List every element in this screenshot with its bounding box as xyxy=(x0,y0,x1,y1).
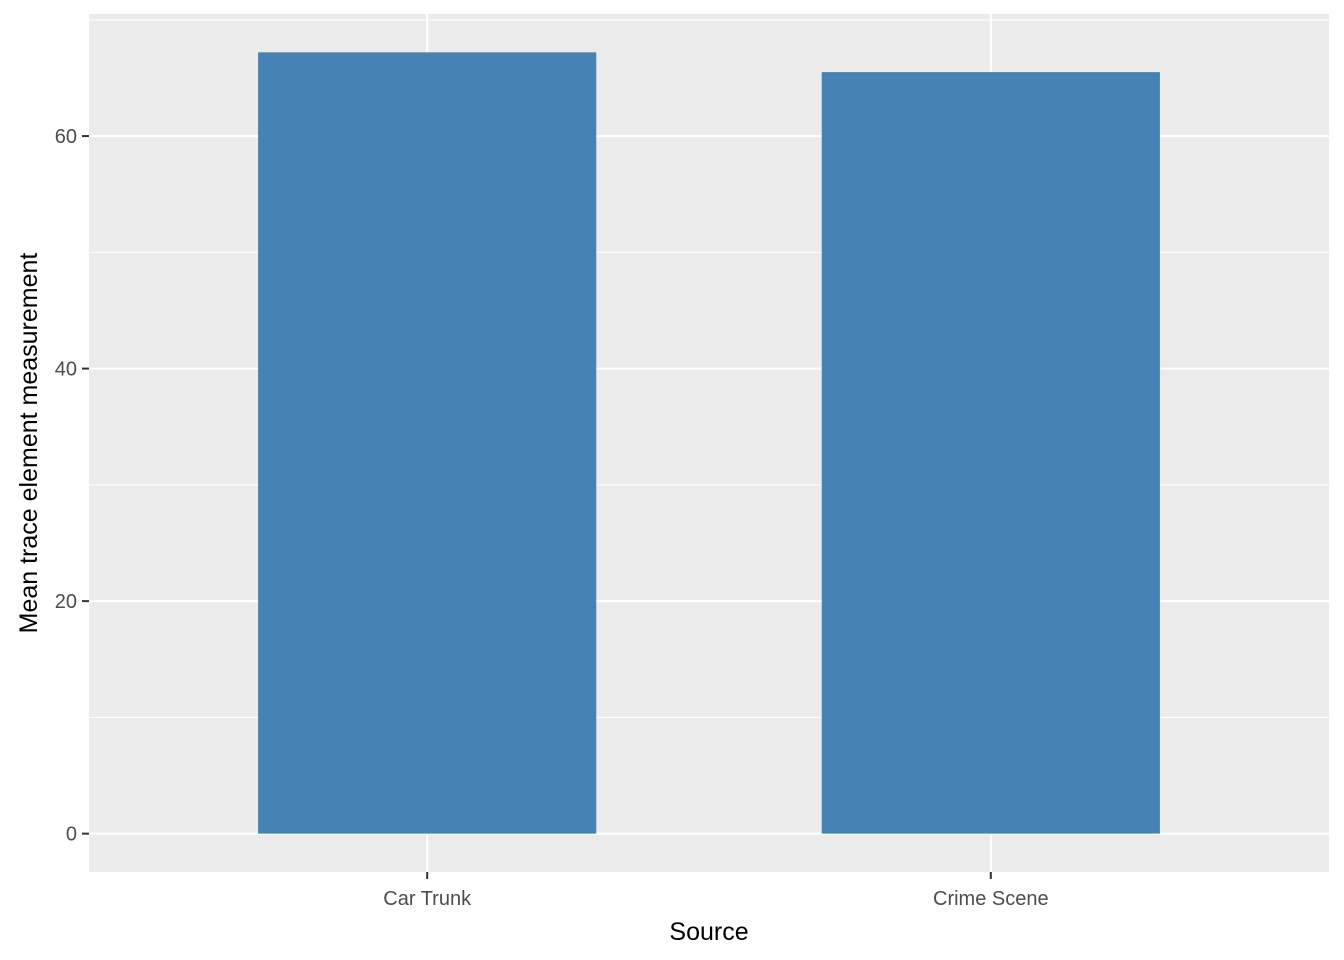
x-axis-ticks: Car Trunk Crime Scene xyxy=(383,872,1049,910)
y-tick-label: 0 xyxy=(66,824,77,846)
x-tick-label: Car Trunk xyxy=(383,888,472,910)
y-tick-label: 20 xyxy=(55,591,77,613)
y-tick-label: 40 xyxy=(55,359,77,381)
y-tick-label: 60 xyxy=(55,126,77,148)
bar-crime-scene xyxy=(821,72,1160,834)
x-axis-title: Source xyxy=(669,918,748,946)
x-tick-label: Crime Scene xyxy=(933,888,1049,910)
bar-car-trunk xyxy=(258,52,597,834)
y-axis-title: Mean trace element measurement xyxy=(15,253,43,634)
bars xyxy=(258,52,1160,834)
y-axis-ticks: 0 20 40 60 xyxy=(55,126,89,846)
